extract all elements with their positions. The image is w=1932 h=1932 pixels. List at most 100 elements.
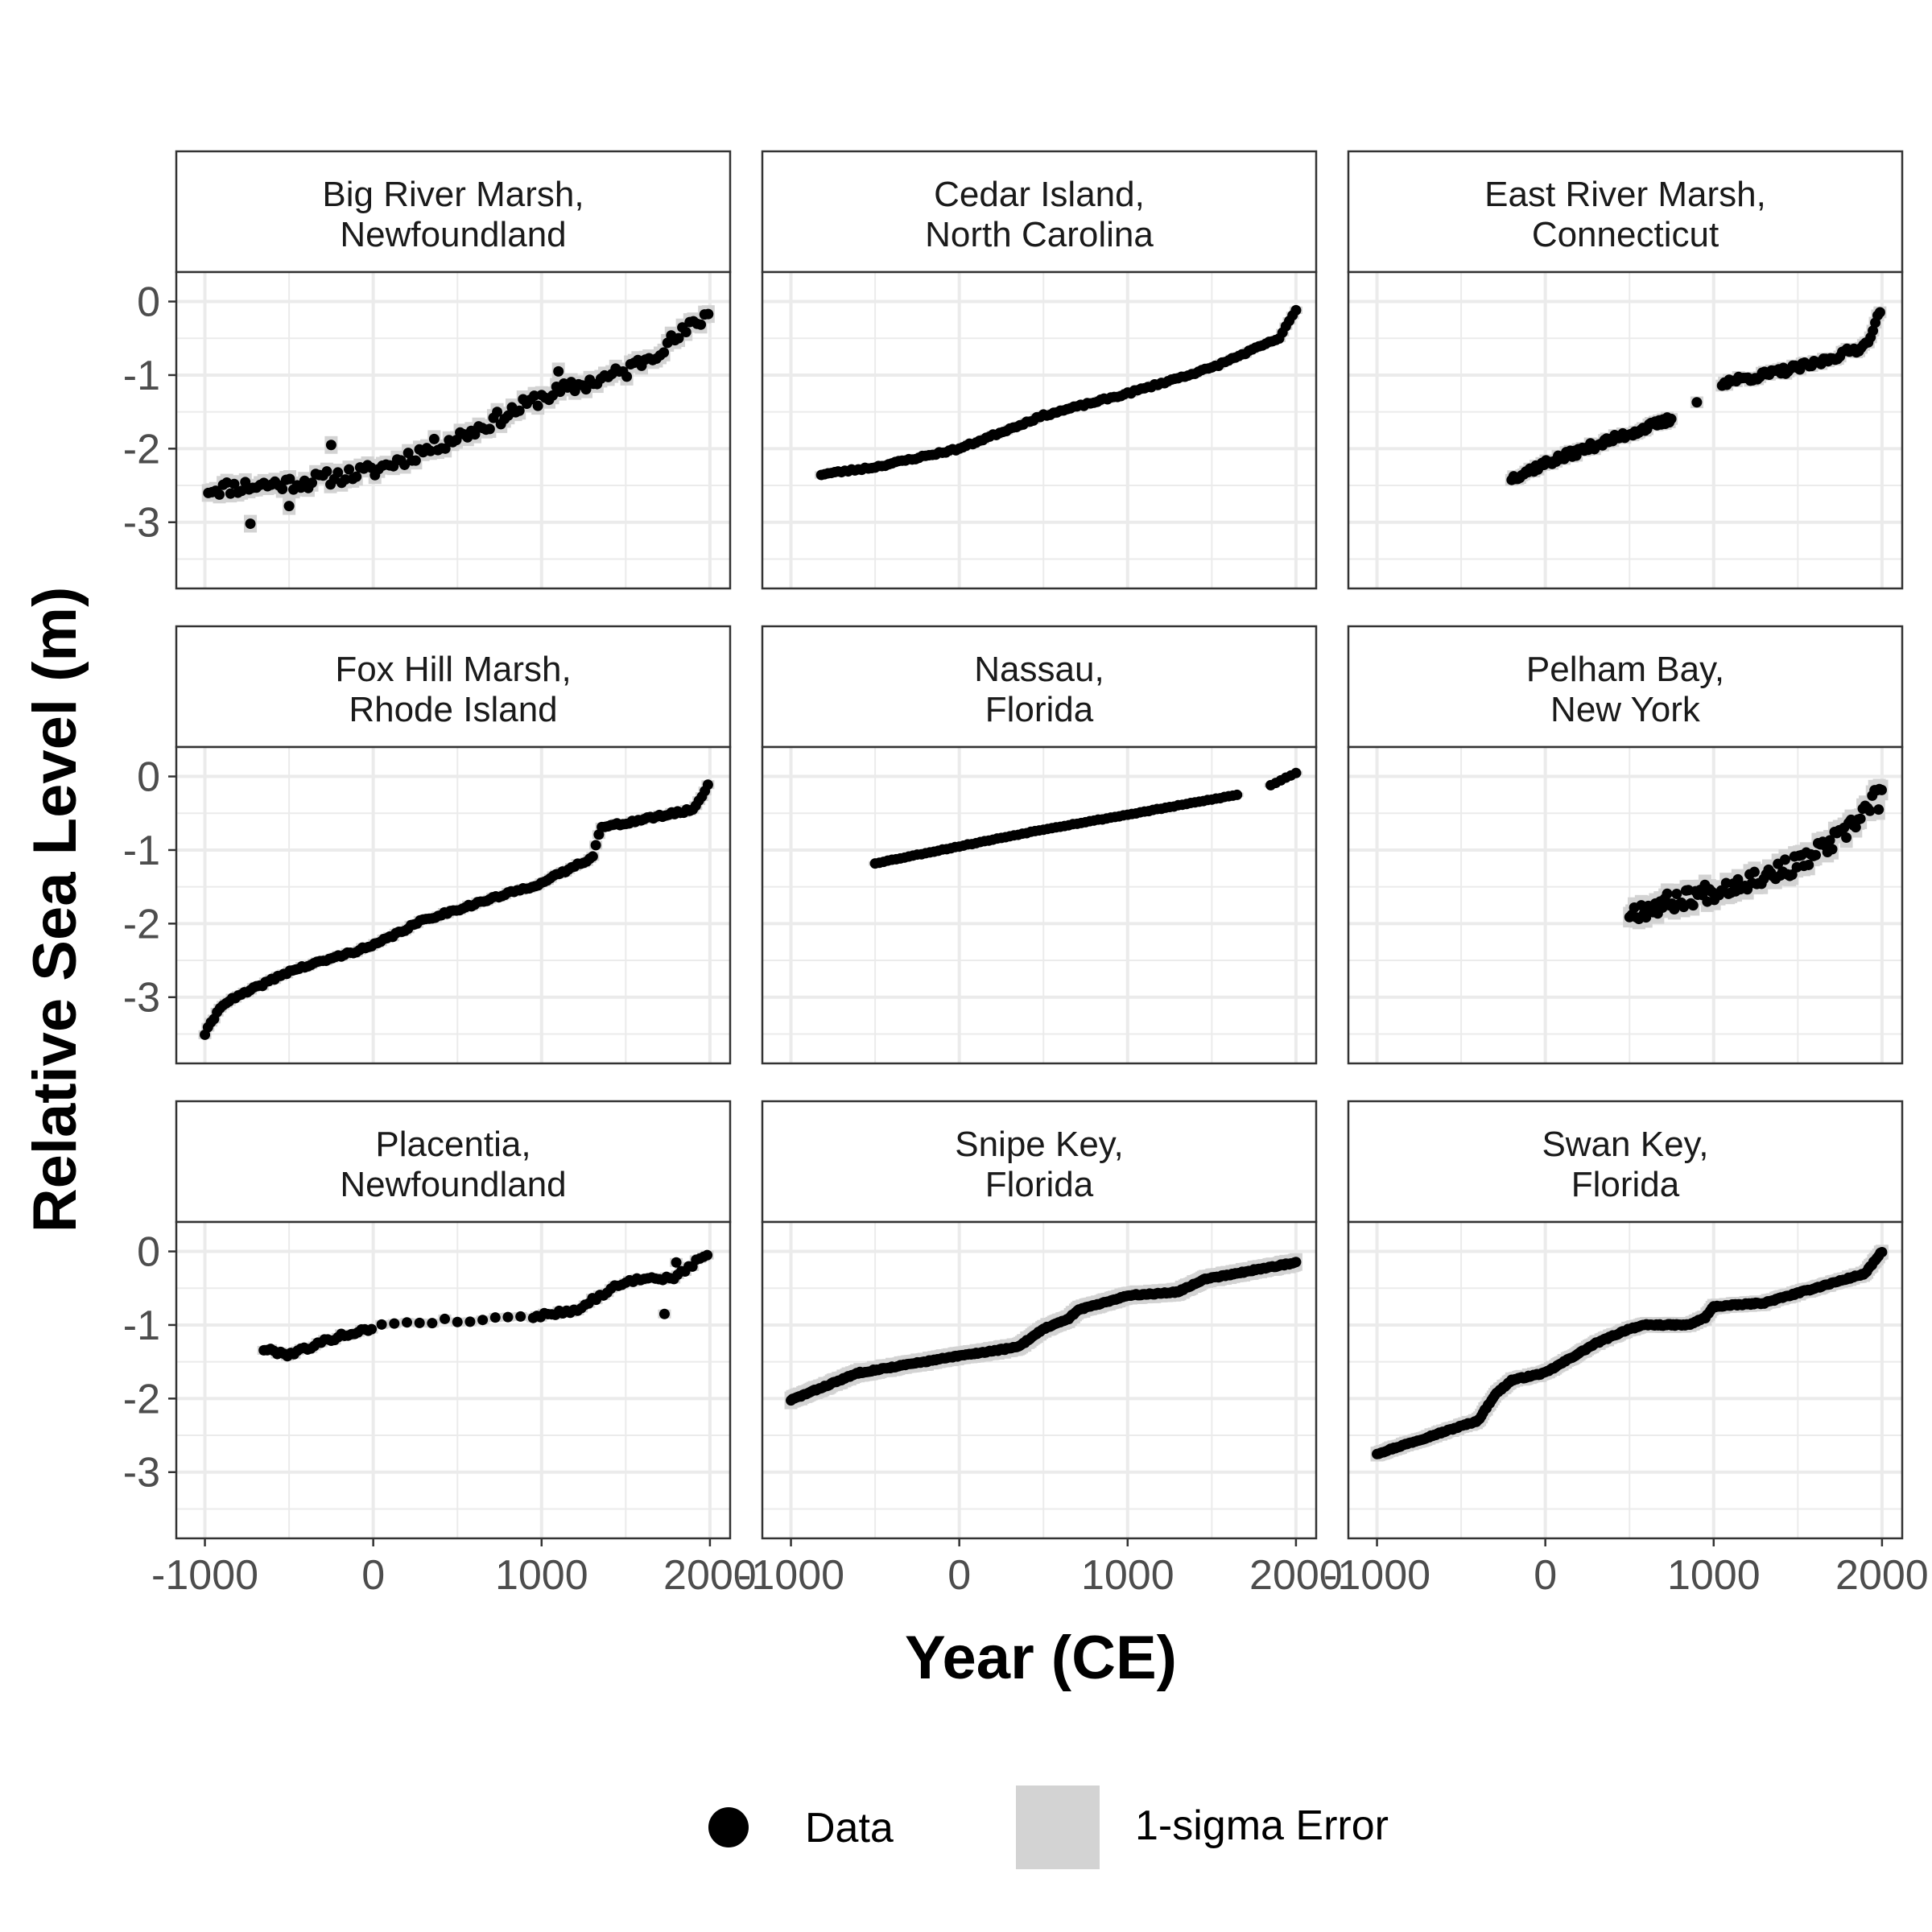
data-point [1868,325,1879,336]
y-tick-label: -1 [123,828,160,874]
x-tick-label: -1000 [737,1552,844,1599]
plot-background [176,1222,730,1538]
x-tick-label: 1000 [495,1552,588,1599]
data-point [1779,854,1790,865]
data-point [1671,888,1682,899]
x-tick-label: 0 [1534,1552,1557,1599]
data-points [258,1249,713,1362]
data-point [1290,1257,1302,1268]
data-point [489,1312,501,1323]
x-tick-label: 2000 [1249,1552,1343,1599]
data-point [1810,849,1822,861]
data-point [1876,784,1887,795]
y-tick-label: -2 [123,1376,160,1422]
data-point [515,1311,526,1322]
data-point [410,455,421,466]
data-point [702,1249,713,1261]
data-point [283,501,295,512]
data-point [514,405,525,416]
data-point [427,1318,438,1329]
data-point [1666,413,1677,424]
data-point [702,779,713,791]
panel-strip [175,1100,732,1224]
plot-background [176,272,730,588]
panel-title-line1: Cedar Island, [934,175,1145,214]
panel-border [761,745,1318,1065]
x-tick-label: 1000 [1667,1552,1761,1599]
panel-title-line1: Big River Marsh, [322,175,584,214]
data-point [1841,832,1852,843]
y-tick-label: -3 [123,1450,160,1496]
plot-background [1348,1222,1902,1538]
data-point [229,478,240,489]
panel-strip [1347,625,1904,749]
data-point [1691,397,1703,408]
panel-title-line2: Florida [1571,1165,1680,1204]
data-point [245,518,256,530]
panel-title-line2: North Carolina [925,215,1154,254]
data-point [671,1257,682,1268]
panel-strip [175,625,732,749]
y-tick-label: -2 [123,426,160,473]
x-tick-label: 0 [947,1552,971,1599]
data-point [452,1316,463,1327]
panel-title-line1: Pelham Bay, [1526,650,1724,689]
data-point [673,332,684,344]
x-tick-label: 1000 [1081,1552,1174,1599]
data-point [401,1317,412,1328]
data-point [587,851,598,862]
panel-border [175,270,732,590]
data-points [1506,307,1885,485]
data-point [1803,859,1814,870]
data-point [658,1308,670,1319]
panel-border [175,745,732,1065]
panel-title-line2: New York [1550,690,1701,729]
data-point [321,466,332,477]
panel-strip [1347,1100,1904,1224]
data-point [440,1313,451,1324]
panel-title-line2: Newfoundland [340,215,566,254]
data-point [590,840,601,851]
y-tick-label: -3 [123,500,160,547]
data-point [284,473,295,485]
data-point [325,440,336,451]
panel-border [175,1220,732,1540]
data-point [1290,304,1302,316]
data-points [203,308,714,530]
data-points [1624,783,1887,925]
data-point [469,429,481,440]
x-tick-label: 2000 [663,1552,757,1599]
panel: Big River Marsh,Newfoundland 0 -1 -2 -3 [123,150,732,590]
x-axis-title: Year (CE) [905,1624,1177,1692]
legend-data-swatch [708,1807,749,1847]
data-point [1662,888,1673,899]
plot-background [1348,747,1902,1063]
data-point [332,467,344,478]
data-point [492,407,503,418]
data-point [428,433,440,444]
data-point [1864,805,1876,816]
data-point [680,326,691,337]
y-tick-label: -2 [123,901,160,947]
panel-border [1347,1220,1904,1540]
data-point [580,384,592,395]
data-point [703,308,714,320]
panel-title-line2: Rhode Island [349,690,557,729]
panel-title-line2: Newfoundland [340,1165,566,1204]
data-point [621,371,633,382]
y-tick-label: 0 [137,279,160,326]
plot-background [762,272,1316,588]
panel-title-line1: Nassau, [974,650,1104,689]
data-point [366,1323,378,1335]
panel-title-line2: Florida [985,1165,1094,1204]
legend-error-label: 1-sigma Error [1135,1802,1389,1849]
data-point [532,400,543,411]
data-points [1372,1246,1888,1459]
panel: Cedar Island,North Carolina [761,150,1318,590]
data-point [277,484,288,495]
data-point [1824,835,1835,846]
y-tick-label: 0 [137,1229,160,1276]
data-point [1874,307,1885,318]
plot-background [176,747,730,1063]
data-point [376,1319,387,1330]
